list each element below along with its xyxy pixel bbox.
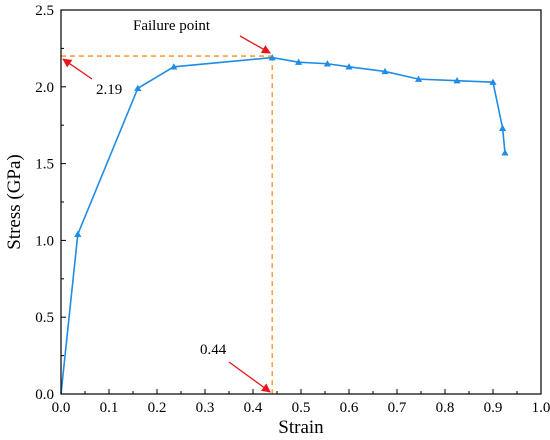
data-point-marker <box>501 149 509 156</box>
series-line <box>60 56 506 395</box>
annotation-stress-value-arrow <box>62 58 93 80</box>
x-tick-label: 0.1 <box>100 400 119 416</box>
data-point-marker <box>415 75 423 82</box>
y-tick-label: 1.5 <box>35 157 54 173</box>
data-point-marker <box>499 124 507 131</box>
y-tick-label: 0.0 <box>35 387 54 403</box>
data-point-marker <box>134 84 142 92</box>
annotation-strain-value-label: 0.44 <box>200 342 227 358</box>
x-tick-label: 0.2 <box>148 400 167 416</box>
data-point-marker <box>345 63 353 70</box>
x-axis-title: Strain <box>278 417 324 438</box>
x-axis-ticks: 0.0 0.1 0.2 0.3 0.4 0.5 0.6 0.7 0.8 0.9 1.0 <box>52 389 550 416</box>
annotation-failure-point-label: Failure point <box>133 18 211 34</box>
series-layer <box>60 54 509 395</box>
y-axis-ticks: 0.0 0.5 1.0 1.5 2.0 2.5 <box>35 3 66 403</box>
x-tick-label: 0.6 <box>340 400 359 416</box>
data-point-marker <box>74 230 82 237</box>
data-point-marker <box>170 63 178 70</box>
x-tick-label: 1.0 <box>532 400 550 416</box>
x-tick-label: 0.8 <box>436 400 455 416</box>
data-point-marker <box>268 54 276 61</box>
x-tick-label: 0.0 <box>52 400 71 416</box>
y-tick-label: 2.0 <box>35 80 54 96</box>
annotation-failure-point-arrow <box>239 35 271 54</box>
y-tick-label: 1.0 <box>35 233 54 249</box>
y-tick-label: 0.5 <box>35 310 54 326</box>
guide-lines <box>61 55 273 394</box>
data-point-marker <box>295 58 303 65</box>
plot-frame <box>60 9 542 395</box>
annotations: Failure point 2.19 0.44 <box>62 18 271 393</box>
data-point-marker <box>381 67 389 75</box>
y-axis-title: Stress (GPa) <box>4 154 25 250</box>
x-tick-label: 0.4 <box>244 400 263 416</box>
y-tick-label: 2.5 <box>35 3 54 19</box>
data-point-marker <box>489 78 497 85</box>
data-point-marker <box>323 60 331 67</box>
x-tick-label: 0.5 <box>292 400 311 416</box>
annotation-strain-value-arrow <box>228 361 271 393</box>
x-tick-label: 0.7 <box>388 400 407 416</box>
x-tick-label: 0.3 <box>196 400 215 416</box>
annotation-stress-value-label: 2.19 <box>96 82 122 98</box>
x-tick-label: 0.9 <box>484 400 503 416</box>
data-point-marker <box>453 77 461 84</box>
